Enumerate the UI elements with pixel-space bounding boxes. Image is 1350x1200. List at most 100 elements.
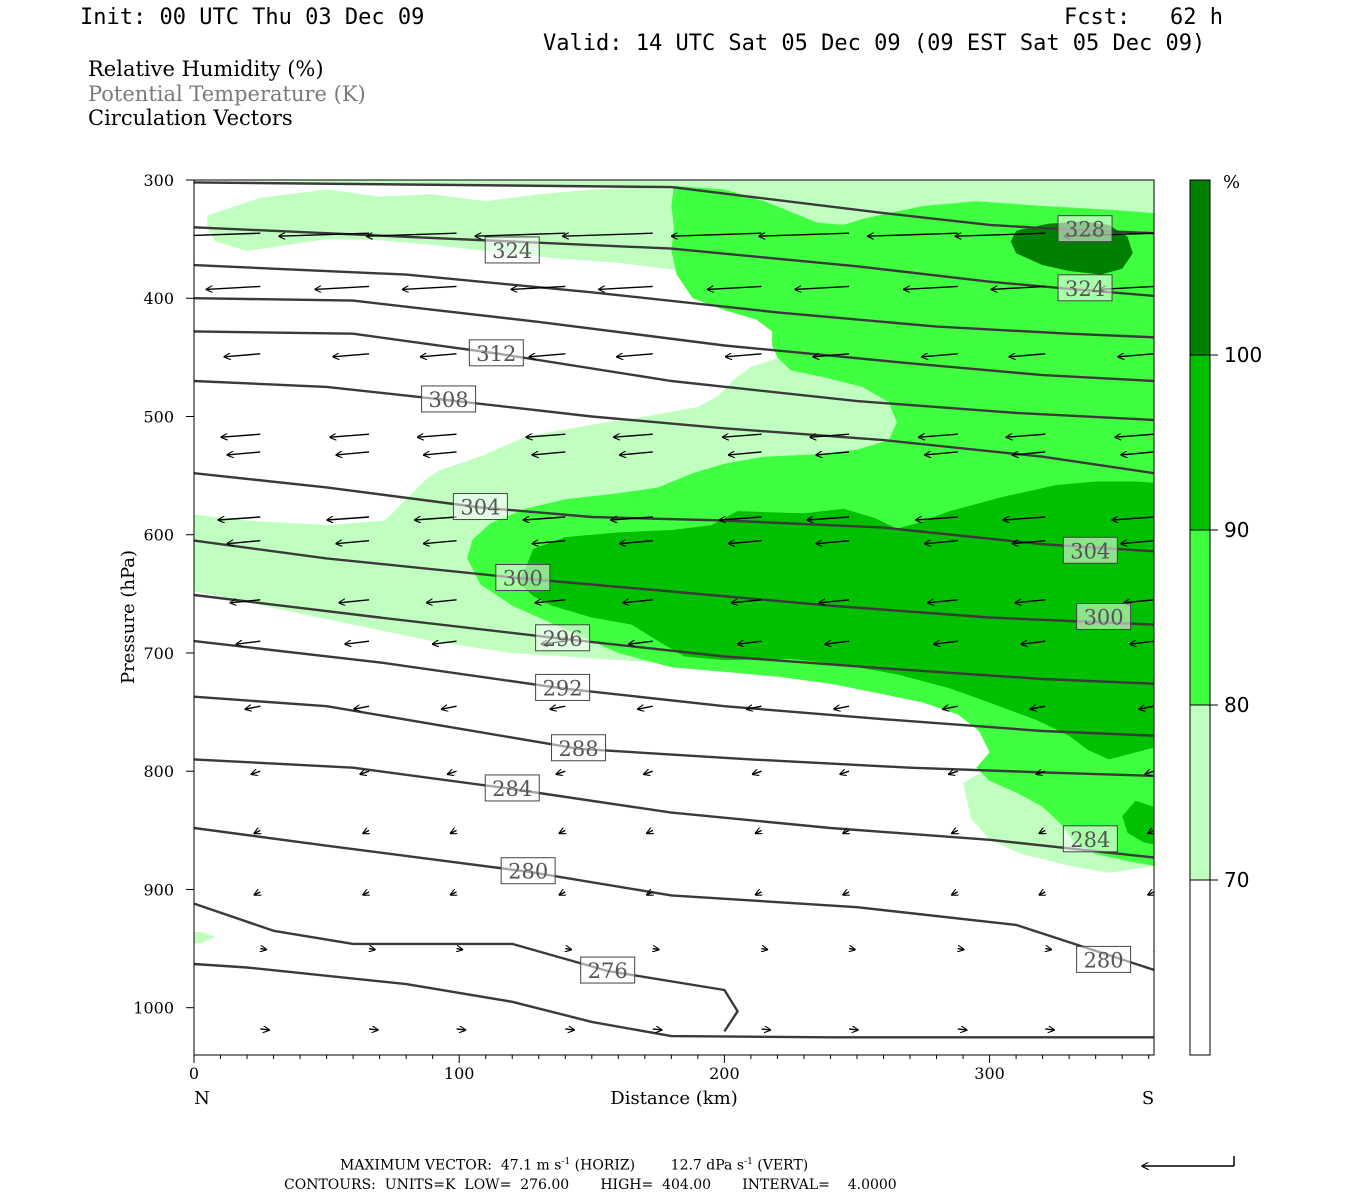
circulation-vectors	[194, 232, 1160, 1030]
wind-vector	[448, 771, 457, 774]
wind-vector	[919, 434, 958, 437]
wind-vector	[819, 600, 850, 603]
theta-label-280: 280	[1084, 948, 1124, 972]
wind-vector	[868, 233, 958, 236]
colorbar-swatch	[1189, 354, 1211, 531]
wind-vector	[442, 706, 457, 709]
wind-vector	[475, 233, 566, 236]
theta-contour-320	[194, 263, 1154, 339]
theta-label-box-276	[580, 956, 636, 984]
wind-vector	[958, 949, 964, 950]
axes: 300 400 500 600 700 800 900 1000 0 100 200 300	[133, 171, 1150, 1083]
theta-label-box-288	[551, 734, 607, 762]
wind-vector	[254, 830, 260, 833]
rh-shading	[194, 180, 1154, 944]
wind-vector	[369, 949, 375, 950]
wind-vector	[922, 354, 958, 357]
y-tick-label: 700	[143, 644, 174, 663]
wind-vector	[1154, 949, 1160, 950]
wind-vector	[810, 434, 850, 437]
plot-frame	[193, 179, 1155, 1056]
wind-vector	[418, 434, 457, 437]
theta-label-box-324	[1057, 274, 1113, 302]
theta-label-324: 324	[1065, 277, 1105, 301]
wind-vector	[848, 1029, 858, 1030]
wind-vector	[529, 354, 566, 357]
reference-vector	[1142, 1156, 1235, 1166]
wind-vector	[456, 1029, 466, 1030]
wind-vector	[928, 600, 958, 603]
wind-vector	[726, 354, 762, 357]
y-tick-label: 900	[143, 880, 174, 899]
theta-label-292: 292	[543, 676, 583, 700]
wind-vector	[849, 949, 855, 950]
wind-vector	[1036, 771, 1046, 774]
wind-vector	[934, 641, 958, 644]
theta-label-288: 288	[558, 737, 598, 761]
y-tick-label: 800	[143, 762, 174, 781]
theta-label-324: 324	[492, 239, 532, 263]
y-tick-label: 300	[143, 171, 174, 190]
wind-vector	[955, 233, 1046, 236]
theta-label-box-300	[495, 563, 551, 591]
x-end-label-south: S	[1142, 1088, 1154, 1109]
wind-vector	[433, 641, 457, 644]
wind-vector	[279, 233, 370, 236]
wind-vector	[260, 949, 266, 950]
wind-vector	[1148, 892, 1154, 895]
wind-vector	[614, 434, 653, 437]
colorbar-level-label: 100	[1224, 343, 1262, 367]
y-tick-label: 1000	[133, 999, 174, 1018]
wind-vector	[457, 949, 463, 950]
y-tick-label: 600	[143, 526, 174, 545]
wind-vector	[1012, 541, 1046, 544]
colorbar-swatch	[1189, 879, 1211, 1056]
theta-label-box-284	[484, 774, 540, 802]
colorbar-swatch	[1189, 179, 1211, 356]
wind-vector	[354, 706, 370, 709]
colorbar-level-label: 80	[1224, 693, 1249, 717]
colorbar-level-label: 70	[1224, 868, 1249, 892]
theta-contour-284	[194, 758, 1154, 859]
forecast-hour: Fcst: 62 h	[1064, 5, 1223, 30]
wind-vector	[230, 600, 261, 603]
theta-label-284: 284	[492, 777, 532, 801]
wind-vector	[1045, 949, 1051, 950]
wind-vector	[532, 541, 566, 544]
wind-vector	[336, 452, 370, 455]
wind-vector	[1121, 452, 1154, 455]
wind-vector	[916, 517, 958, 520]
theta-label-280: 280	[508, 860, 548, 884]
wind-vector	[1015, 600, 1046, 603]
theta-label-box-324	[484, 236, 540, 264]
wind-vector	[559, 830, 565, 833]
theta-label-328: 328	[1065, 218, 1105, 242]
theta-contour-316	[194, 297, 1154, 383]
wind-vector	[1112, 517, 1154, 520]
wind-vector	[720, 517, 762, 520]
theta-label-300: 300	[503, 566, 543, 590]
wind-vector	[526, 434, 566, 437]
wind-vector	[1130, 641, 1154, 644]
wind-vector	[511, 286, 566, 289]
wind-vector	[315, 286, 370, 289]
wind-vector	[565, 949, 571, 950]
theta-label-box-304	[1062, 536, 1118, 564]
wind-vector	[816, 452, 850, 455]
wind-vector	[194, 232, 261, 237]
field-rh-label: Relative Humidity (%)	[88, 57, 324, 81]
wind-vector	[1145, 771, 1154, 774]
wind-vector	[816, 541, 850, 544]
wind-vector	[1006, 434, 1046, 437]
theta-label-276: 276	[588, 959, 628, 983]
wind-vector	[523, 517, 566, 520]
wind-vector	[729, 452, 762, 455]
wind-vector	[638, 706, 653, 709]
wind-vector	[647, 892, 653, 895]
y-tick-label: 400	[143, 289, 174, 308]
wind-vector	[762, 949, 768, 950]
wind-vector	[251, 771, 261, 774]
wind-vector	[330, 434, 370, 437]
wind-vector	[843, 830, 849, 833]
